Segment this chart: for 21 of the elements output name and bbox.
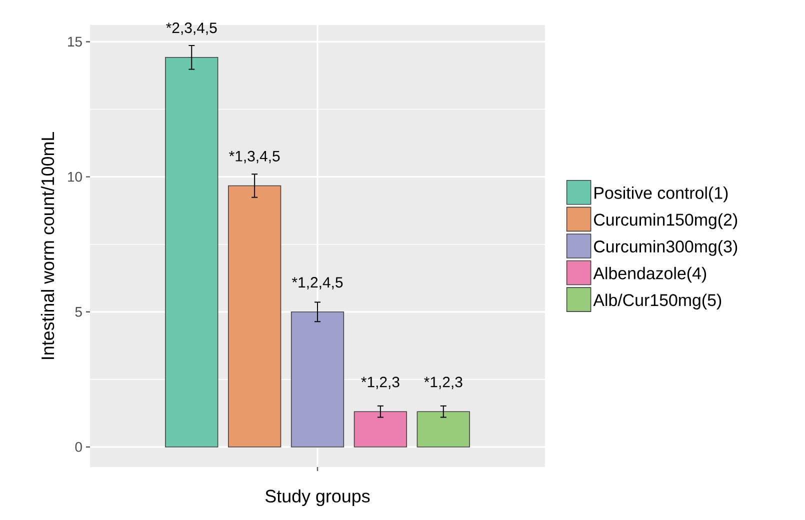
bar [416,411,470,448]
bar [290,312,344,448]
legend-label: Albendazole(4) [593,266,706,283]
annotation: *1,3,4,5 [229,150,280,164]
bar [354,411,408,448]
x-axis-title: Study groups [265,489,370,506]
legend-label: Curcumin300mg(3) [594,240,738,256]
legend-label: Alb/Cur150mg(5) [593,294,722,310]
annotation: *1,2,3 [361,376,400,390]
annotation: *1,2,4,5 [292,277,343,290]
y-tick-label: 5 [75,307,82,317]
bar [165,57,218,448]
y-tick-label: 10 [68,172,82,182]
annotation: *2,3,4,5 [166,22,217,35]
legend-label: Positive control(1) [594,186,728,202]
legend-label: Curcumin150mg(2) [594,213,738,230]
annotation: *1,2,3 [424,376,462,390]
y-tick-label: 0 [75,442,82,452]
y-tick-label: 15 [68,36,82,47]
y-axis-title: Intestinal worm count/100mL [40,132,54,359]
bar [228,185,282,448]
